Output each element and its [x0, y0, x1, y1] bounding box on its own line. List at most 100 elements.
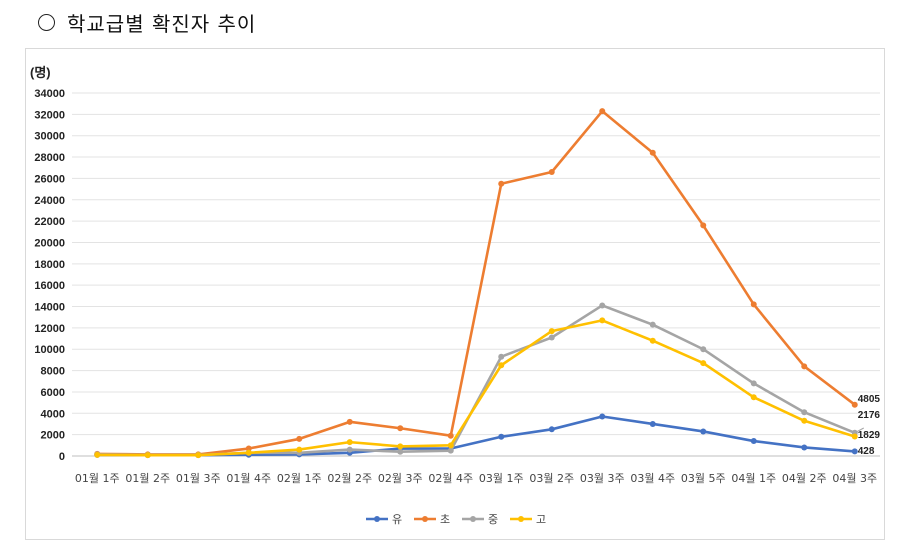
heading: 학교급별 확진자 추이	[38, 6, 256, 38]
data-point	[700, 346, 707, 353]
data-point	[144, 452, 151, 459]
y-axis-unit-label: (명)	[30, 65, 51, 80]
data-point	[498, 433, 505, 440]
y-tick-label: 6000	[41, 387, 65, 399]
data-label: 4805	[858, 394, 881, 405]
data-point	[851, 448, 858, 455]
data-label: 1829	[858, 430, 881, 441]
y-tick-label: 8000	[41, 366, 65, 378]
label-leader-line	[854, 427, 864, 434]
x-tick-label: 03월 2주	[529, 472, 574, 485]
x-tick-label: 03월 3주	[580, 472, 625, 485]
x-tick-label: 02월 3주	[378, 472, 423, 485]
data-point	[851, 433, 858, 440]
y-tick-label: 24000	[34, 195, 65, 207]
y-tick-label: 20000	[34, 237, 65, 249]
x-tick-label: 01월 2주	[125, 472, 170, 485]
data-point	[801, 363, 808, 370]
y-tick-label: 22000	[34, 216, 65, 228]
data-point	[498, 353, 505, 360]
y-tick-label: 14000	[34, 302, 65, 314]
legend-marker	[374, 516, 380, 522]
x-tick-label: 03월 1주	[479, 472, 524, 485]
legend-label: 중	[488, 513, 498, 526]
data-point	[447, 432, 454, 439]
x-tick-label: 02월 1주	[277, 472, 322, 485]
data-point	[649, 149, 656, 156]
data-point	[801, 444, 808, 451]
data-label: 428	[858, 446, 875, 457]
x-tick-label: 04월 2주	[782, 472, 827, 485]
x-tick-label: 01월 1주	[75, 472, 120, 485]
data-point	[548, 426, 555, 433]
series-line-1	[97, 109, 856, 456]
data-point	[548, 169, 555, 176]
heading-title: 학교급별 확진자 추이	[67, 11, 257, 36]
data-point	[599, 413, 606, 420]
data-point	[700, 360, 707, 367]
data-point	[700, 428, 707, 435]
legend-label: 고	[536, 513, 546, 526]
circle-bullet-icon	[38, 13, 55, 31]
data-point	[346, 418, 353, 425]
data-point	[649, 321, 656, 328]
data-point	[599, 108, 606, 115]
x-tick-label: 01월 3주	[176, 472, 221, 485]
x-tick-label: 01월 4주	[226, 472, 271, 485]
y-tick-label: 18000	[34, 259, 65, 271]
y-tick-label: 34000	[34, 88, 65, 100]
data-point	[498, 180, 505, 187]
y-tick-label: 16000	[34, 280, 65, 292]
x-tick-label: 02월 2주	[327, 472, 372, 485]
y-tick-label: 10000	[34, 344, 65, 356]
data-point	[851, 401, 858, 408]
data-point	[245, 449, 252, 456]
y-tick-label: 28000	[34, 152, 65, 164]
x-tick-label: 04월 1주	[731, 472, 776, 485]
data-point	[346, 446, 353, 453]
data-point	[750, 394, 757, 401]
y-tick-label: 32000	[34, 109, 65, 121]
data-point	[599, 317, 606, 324]
data-point	[397, 443, 404, 450]
data-point	[750, 438, 757, 445]
data-point	[296, 435, 303, 442]
data-point	[750, 301, 757, 308]
series-line-3	[97, 319, 856, 457]
y-tick-label: 0	[59, 451, 65, 463]
data-point	[498, 362, 505, 369]
x-tick-label: 02월 4주	[428, 472, 473, 485]
x-tick-label: 04월 3주	[832, 472, 877, 485]
x-tick-label: 03월 5주	[681, 472, 726, 485]
chart-frame	[25, 48, 885, 540]
data-label: 2176	[858, 410, 881, 421]
data-point	[649, 337, 656, 344]
legend-label: 초	[440, 513, 450, 526]
legend-marker	[422, 516, 428, 522]
data-point	[750, 380, 757, 387]
data-point	[649, 420, 656, 427]
y-tick-label: 30000	[34, 131, 65, 143]
y-tick-label: 4000	[41, 408, 65, 420]
data-point	[548, 328, 555, 335]
data-point	[397, 448, 404, 455]
data-point	[346, 439, 353, 446]
data-point	[548, 334, 555, 341]
y-tick-label: 12000	[34, 323, 65, 335]
legend-marker	[518, 516, 524, 522]
data-point	[447, 447, 454, 454]
data-point	[599, 302, 606, 309]
data-point	[195, 452, 202, 459]
legend-label: 유	[392, 513, 402, 526]
series-line-0	[97, 415, 855, 457]
legend-marker	[470, 516, 476, 522]
data-point	[296, 446, 303, 453]
y-tick-label: 26000	[34, 173, 65, 185]
x-tick-label: 03월 4주	[630, 472, 675, 485]
data-point	[700, 222, 707, 229]
y-tick-label: 2000	[41, 430, 65, 442]
data-point	[447, 442, 454, 449]
data-point	[801, 417, 808, 424]
data-point	[245, 445, 252, 452]
